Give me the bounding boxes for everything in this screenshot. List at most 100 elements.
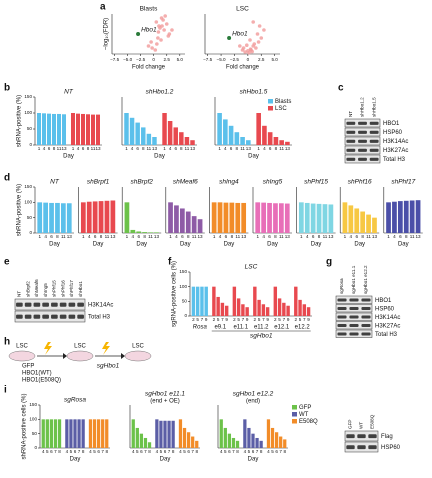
bar — [98, 201, 104, 233]
bar — [178, 419, 183, 448]
bar — [251, 433, 255, 448]
bar — [52, 113, 56, 145]
bar — [163, 420, 167, 448]
bar — [159, 420, 163, 448]
band — [33, 302, 41, 307]
x-tick-label: 4 — [306, 234, 309, 239]
bar — [66, 203, 72, 233]
panel-letter: i — [4, 385, 7, 396]
lane-label: shHbo1.5 — [371, 97, 376, 117]
band — [349, 332, 359, 336]
bar — [182, 427, 187, 448]
x-tick-label: 5 — [93, 449, 96, 454]
legend-swatch — [268, 106, 273, 111]
x-tick-label: 11 — [366, 234, 371, 239]
bar — [223, 202, 229, 233]
point — [259, 36, 264, 40]
point — [243, 50, 247, 54]
x-tick-label: 6 — [230, 146, 233, 151]
point — [241, 46, 246, 50]
x-tick-label: 11 — [148, 234, 153, 239]
lane-label: shIng5 — [43, 283, 48, 297]
x-tick-label: 11 — [91, 146, 96, 151]
bar — [228, 125, 234, 145]
x-tick-label: 6 — [137, 234, 140, 239]
point — [249, 48, 253, 52]
x-axis-label: Day — [180, 242, 191, 248]
bar — [167, 420, 171, 448]
chart-subtitle: (end) — [246, 399, 260, 405]
x-tick-label: 6 — [269, 146, 272, 151]
x-tick-label: 8 — [82, 449, 85, 454]
bar — [136, 231, 142, 233]
point — [255, 32, 260, 36]
bar — [217, 113, 222, 145]
x-axis-label: Day — [63, 154, 74, 160]
lane-label: shPhf17 — [69, 280, 74, 297]
x-tick-label: 5 — [271, 449, 274, 454]
bar — [261, 304, 266, 316]
band — [369, 121, 379, 125]
x-tick-label: 6 — [228, 449, 231, 454]
bar — [245, 307, 249, 316]
x-tick-label: 1 — [300, 234, 303, 239]
band-label: H3K14Ac — [375, 315, 400, 321]
x-tick-label: 6 — [268, 234, 271, 239]
x-tick-label: 7 — [78, 449, 81, 454]
bar — [179, 208, 185, 233]
legend-swatch — [292, 405, 297, 410]
x-tick-label: 4 — [267, 449, 270, 454]
bar — [273, 203, 278, 233]
panel-letter: g — [326, 257, 332, 268]
chart-title: shIng5 — [263, 179, 283, 186]
x-tick-label: 4 — [169, 146, 172, 151]
y-tick-label: 100 — [24, 110, 32, 115]
bar — [348, 205, 354, 233]
bar — [195, 286, 200, 316]
bar — [37, 202, 43, 233]
x-axis-label: Day — [70, 457, 81, 463]
bar — [212, 286, 216, 316]
bar — [298, 202, 304, 233]
x-tick-label: 7 — [168, 449, 171, 454]
x-tick-label: 11 — [146, 146, 151, 151]
x-tick-label: 5.0 — [271, 57, 278, 62]
bar — [147, 442, 152, 448]
blot-frame — [14, 298, 86, 311]
y-axis-label: sgRNA-positive cells (%) — [172, 261, 178, 327]
group-label: sgHbo1 — [250, 333, 273, 340]
x-tick-label: 8 — [236, 146, 239, 151]
x-tick-label: 8 — [405, 234, 408, 239]
band — [33, 314, 41, 319]
bar — [129, 117, 135, 145]
bar — [49, 419, 54, 448]
bar — [360, 211, 366, 233]
y-tick-label: 150 — [29, 402, 37, 407]
x-tick-label: 1 — [38, 146, 41, 151]
x-tick-label: 8 — [142, 146, 145, 151]
point — [248, 38, 252, 42]
point — [257, 24, 262, 28]
bar — [211, 202, 217, 233]
dish — [8, 350, 36, 362]
lane-label: shHbo1 — [78, 281, 83, 297]
chart-title: shPhf15 — [304, 179, 328, 186]
x-tick-label: 1 — [218, 146, 221, 151]
bar — [152, 137, 157, 145]
bar — [223, 427, 227, 448]
bar — [86, 114, 90, 145]
bar — [302, 304, 307, 316]
bar — [366, 214, 371, 233]
bar — [80, 202, 86, 233]
dish — [66, 350, 94, 362]
x-axis-label: Day — [267, 242, 278, 248]
x-tick-label: 13 — [110, 234, 116, 239]
x-tick-label: 5 — [70, 449, 73, 454]
lane-label: NT — [17, 291, 22, 297]
x-tick-label: 1 — [387, 234, 390, 239]
band-label: HSP60 — [375, 306, 395, 312]
y-tick-label: 50 — [27, 126, 33, 131]
x-tick-label: 8 — [275, 146, 278, 151]
bar — [171, 420, 175, 448]
band — [361, 324, 371, 328]
